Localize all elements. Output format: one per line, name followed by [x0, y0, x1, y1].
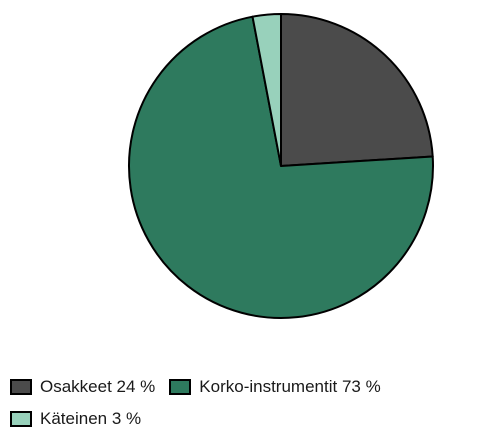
legend-swatch-kateinen — [10, 411, 32, 427]
legend-swatch-korko-instrumentit — [169, 379, 192, 395]
pie-slice-osakkeet — [280, 13, 434, 167]
legend-swatch-osakkeet — [10, 379, 32, 395]
pie-chart — [128, 13, 434, 319]
legend-label-kateinen: Käteinen 3 % — [40, 409, 142, 428]
legend-label-osakkeet: Osakkeet 24 % — [40, 377, 156, 396]
legend-item-osakkeet: Osakkeet 24 % — [10, 376, 155, 398]
chart-legend: Osakkeet 24 % Korko-instrumentit 73 % Kä… — [10, 376, 490, 430]
legend-item-korko-instrumentit: Korko-instrumentit 73 % — [169, 376, 381, 398]
legend-label-korko-instrumentit: Korko-instrumentit 73 % — [199, 377, 381, 396]
pie-slice-korko-instrumentit — [128, 15, 434, 319]
legend-item-kateinen: Käteinen 3 % — [10, 408, 141, 430]
pie-slice-kateinen — [251, 13, 282, 167]
